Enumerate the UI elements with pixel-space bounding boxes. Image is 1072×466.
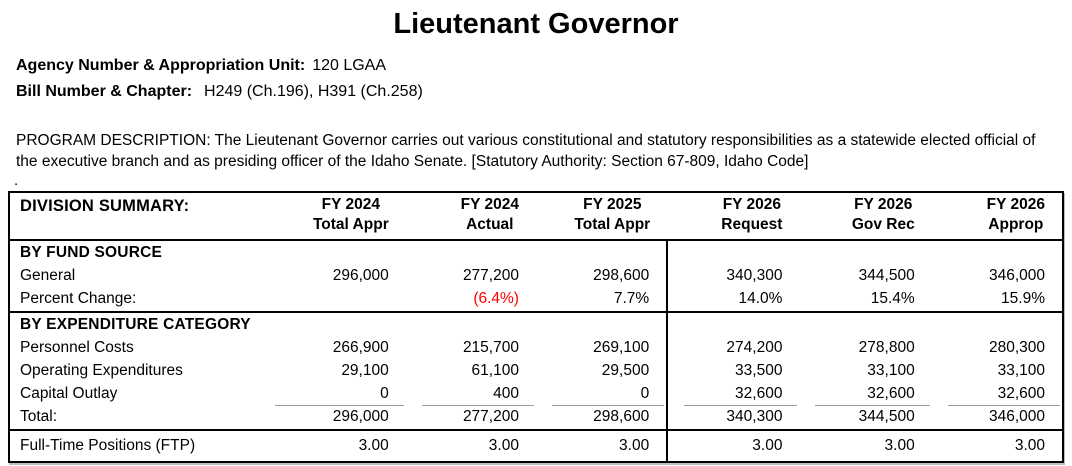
cell-general-fy2026-request: 340,300 [726, 267, 783, 284]
bill-line: Bill Number & Chapter: H249 (Ch.196), H39… [16, 79, 1072, 105]
agency-line: Agency Number & Appropriation Unit: 120 L… [16, 53, 1072, 79]
cell-percent-fy2024-total-appr [259, 288, 406, 313]
cell-percent-fy2025-total-appr: 7.7% [535, 288, 669, 313]
cell-ftp-fy2024-total-appr: 3.00 [358, 437, 389, 454]
column-header-line1: FY 2024 [321, 196, 380, 213]
trailing-dot: . [14, 172, 19, 189]
column-header-fy2026-gov-rec: FY 2026 Gov Rec [799, 192, 932, 241]
cell-percent-fy2026-request: 14.0% [667, 288, 800, 313]
column-header-line2: Request [721, 216, 783, 233]
column-header-line2: Actual [466, 216, 514, 233]
table-row-general: General 296,000 277,200 298,600 340,300 … [9, 265, 1063, 288]
section-row-spacer [667, 240, 1063, 265]
column-header-line1: FY 2025 [583, 196, 642, 213]
cell-capital-fy2024-actual: 400 [406, 383, 536, 406]
cell-operating-fy2026-request: 33,500 [735, 362, 783, 379]
section-row-fund-source: BY FUND SOURCE [9, 240, 1063, 265]
cell-total-fy2026-gov-rec: 344,500 [799, 406, 932, 431]
cell-percent-fy2024-actual: (6.4%) [405, 288, 536, 313]
cell-general-fy2024-total-appr: 296,000 [332, 267, 389, 284]
cell-operating-fy2026-gov-rec: 33,100 [867, 362, 915, 379]
cell-capital-fy2026-request: 32,600 [667, 383, 799, 406]
bill-label: Bill Number & Chapter: [16, 83, 193, 100]
cell-ftp-fy2025-total-appr: 3.00 [535, 430, 669, 462]
table-row-personnel-costs: Personnel Costs 266,900 215,700 269,100 … [9, 337, 1063, 360]
division-summary-table: DIVISION SUMMARY: FY 2024 Total Appr FY 2… [8, 191, 1064, 463]
cell-capital-fy2026-approp: 32,600 [932, 383, 1063, 406]
table-row-total: Total: 296,000 277,200 298,600 340,300 3… [9, 406, 1063, 431]
cell-total-fy2024-actual: 277,200 [405, 406, 536, 431]
cell-capital-fy2024-total-appr: 0 [259, 383, 405, 406]
column-header-fy2024-total-appr: FY 2024 Total Appr [259, 192, 406, 241]
cell-total-fy2026-request: 340,300 [667, 406, 800, 431]
cell-total-fy2025-total-appr: 298,600 [535, 406, 669, 431]
section-row-expenditure-category: BY EXPENDITURE CATEGORY [9, 312, 1063, 337]
agency-label: Agency Number & Appropriation Unit: [16, 57, 306, 74]
column-header-line1: FY 2024 [460, 196, 519, 213]
cell-capital-fy2026-gov-rec: 32,600 [799, 383, 931, 406]
table-row-ftp: Full-Time Positions (FTP) 3.00 3.00 3.00… [9, 430, 1063, 462]
column-header-fy2026-approp: FY 2026 Approp [931, 192, 1063, 241]
cell-personnel-fy2026-request: 274,200 [726, 339, 783, 356]
agency-value: 120 LGAA [312, 57, 387, 74]
column-header-fy2025-total-appr: FY 2025 Total Appr [535, 192, 668, 241]
cell-personnel-fy2026-gov-rec: 278,800 [858, 339, 915, 356]
table-header-row: DIVISION SUMMARY: FY 2024 Total Appr FY 2… [9, 192, 1063, 241]
section-header-by-expenditure-category: BY EXPENDITURE CATEGORY [9, 312, 669, 337]
section-header-by-fund-source: BY FUND SOURCE [9, 240, 669, 265]
column-header-line1: FY 2026 [854, 196, 913, 213]
row-label-percent-change: Percent Change: [9, 288, 260, 313]
cell-general-fy2024-actual: 277,200 [462, 267, 519, 284]
table-row-operating-expenditures: Operating Expenditures 29,100 61,100 29,… [9, 360, 1063, 383]
bill-value: H249 (Ch.196), H391 (Ch.258) [204, 83, 423, 100]
cell-capital-fy2025-total-appr: 0 [535, 383, 669, 406]
program-description: PROGRAM DESCRIPTION: The Lieutenant Gove… [16, 132, 1036, 170]
cell-personnel-fy2025-total-appr: 269,100 [535, 337, 669, 360]
cell-ftp-fy2026-request: 3.00 [752, 437, 783, 454]
column-header-line2: Total Appr [574, 216, 651, 233]
table-row-percent-change: Percent Change: (6.4%) 7.7% 14.0% 15.4% … [9, 288, 1063, 313]
cell-percent-fy2026-approp: 15.9% [931, 288, 1063, 313]
cell-general-fy2025-total-appr: 298,600 [535, 265, 669, 288]
cell-personnel-fy2024-total-appr: 266,900 [332, 339, 389, 356]
column-header-fy2024-actual: FY 2024 Actual [405, 192, 536, 241]
row-label-ftp: Full-Time Positions (FTP) [20, 437, 196, 454]
cell-total-fy2026-approp: 346,000 [931, 406, 1063, 431]
column-header-line2: Gov Rec [851, 216, 915, 233]
cell-ftp-fy2024-actual: 3.00 [488, 437, 519, 454]
cell-ftp-fy2026-gov-rec: 3.00 [884, 437, 915, 454]
column-header-line1: FY 2026 [722, 196, 782, 213]
cell-ftp-fy2026-approp: 3.00 [1014, 437, 1045, 454]
column-header-line1: FY 2026 [986, 196, 1045, 213]
column-header-line2: Total Appr [312, 216, 389, 233]
table-row-capital-outlay: Capital Outlay 0 400 0 32,600 32,600 32,… [9, 383, 1063, 406]
cell-operating-fy2025-total-appr: 29,500 [535, 360, 669, 383]
cell-total-fy2024-total-appr: 296,000 [259, 406, 406, 431]
page-title: Lieutenant Governor [393, 8, 679, 40]
cell-operating-fy2024-total-appr: 29,100 [341, 362, 389, 379]
row-label-operating-expenditures: Operating Expenditures [20, 362, 183, 379]
column-header-fy2026-request: FY 2026 Request [667, 192, 800, 241]
cell-operating-fy2024-actual: 61,100 [471, 362, 519, 379]
cell-personnel-fy2024-actual: 215,700 [462, 339, 519, 356]
cell-general-fy2026-gov-rec: 344,500 [858, 267, 915, 284]
meta-block: Agency Number & Appropriation Unit: 120 L… [16, 53, 1072, 105]
column-header-line2: Approp [988, 216, 1044, 233]
division-summary-title: DIVISION SUMMARY: [9, 192, 260, 241]
section-row-spacer [667, 312, 1063, 337]
cell-percent-fy2026-gov-rec: 15.4% [799, 288, 932, 313]
cell-general-fy2026-approp: 346,000 [988, 267, 1045, 284]
row-label-capital-outlay: Capital Outlay [20, 385, 118, 402]
row-label-total: Total: [9, 406, 260, 431]
cell-operating-fy2026-approp: 33,100 [997, 362, 1045, 379]
row-label-general: General [20, 267, 76, 284]
row-label-personnel-costs: Personnel Costs [20, 339, 134, 356]
cell-personnel-fy2026-approp: 280,300 [988, 339, 1045, 356]
